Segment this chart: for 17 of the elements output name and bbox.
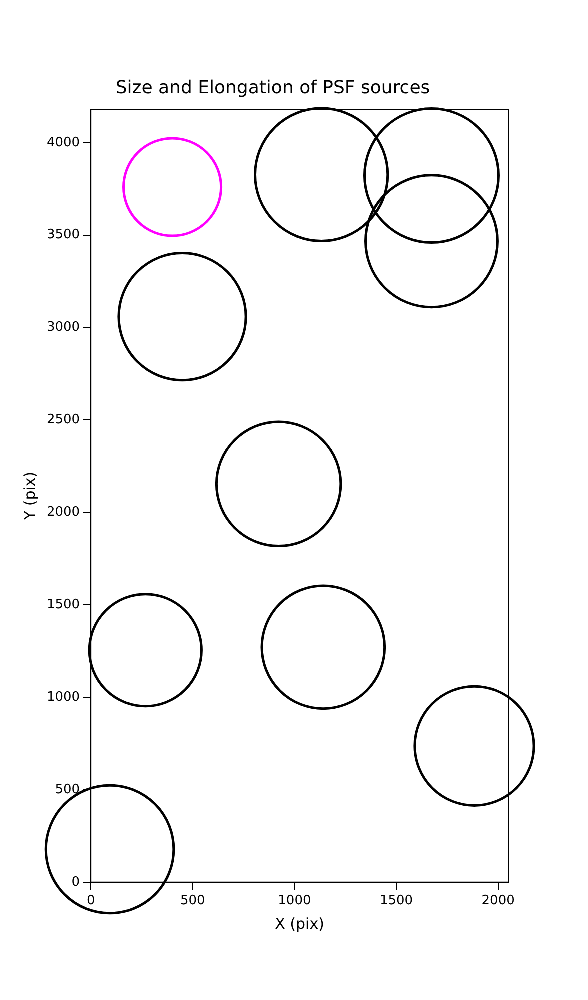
chart-title: Size and Elongation of PSF sources <box>116 77 430 98</box>
y-tick-label: 3500 <box>46 228 80 243</box>
x-tick-label: 0 <box>86 894 96 909</box>
y-tick-label: 4000 <box>46 135 80 150</box>
x-axis-title: X (pix) <box>275 914 324 933</box>
y-tick-label: 2500 <box>46 412 80 428</box>
x-tick-label: 1000 <box>278 894 312 909</box>
y-tick-label: 0 <box>72 874 80 890</box>
y-tick-label: 3000 <box>46 320 80 336</box>
y-tick-label: 2000 <box>46 505 80 520</box>
y-tick-label: 1000 <box>46 690 80 705</box>
y-tick-label: 1500 <box>46 597 80 612</box>
x-tick-label: 1500 <box>380 894 414 909</box>
x-tick-label: 500 <box>180 894 206 909</box>
y-axis-title: Y (pix) <box>20 472 39 522</box>
x-tick-label: 2000 <box>482 894 515 909</box>
y-tick-label: 500 <box>55 782 80 798</box>
